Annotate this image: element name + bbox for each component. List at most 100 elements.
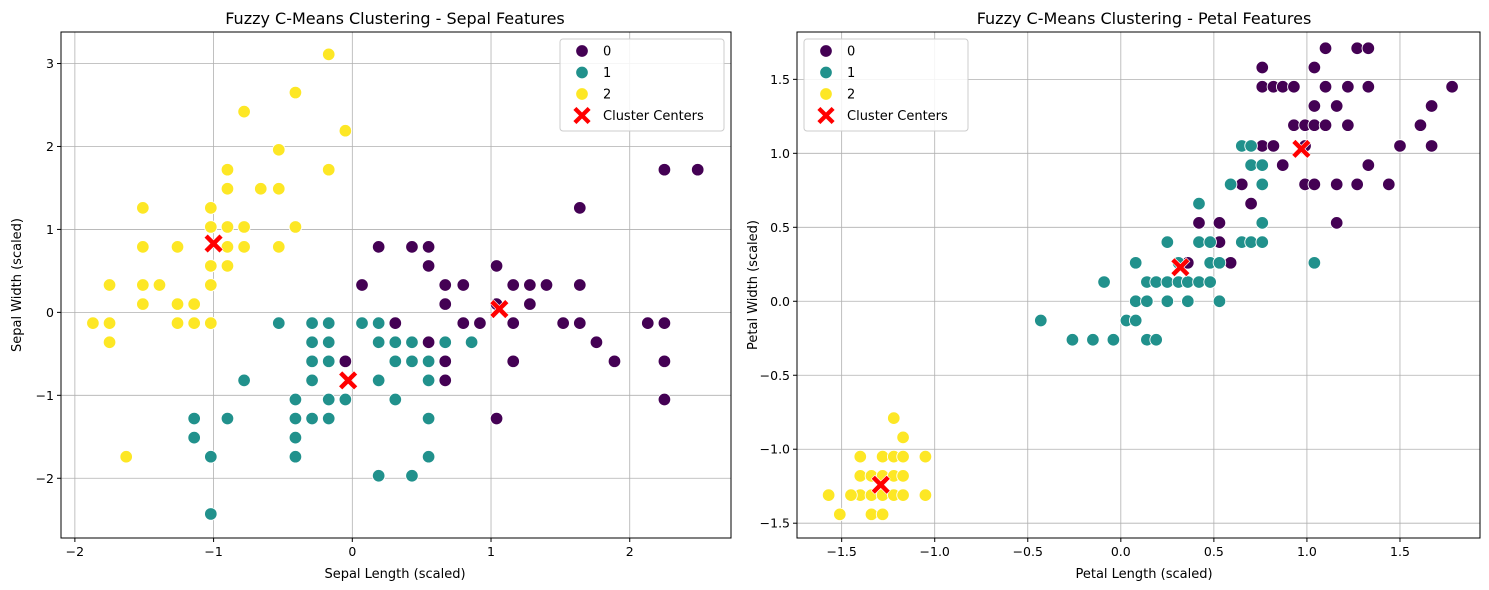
sepal-legend: 0 1 2 Cluster Centers [559,38,725,132]
scatter-point-cluster-2 [204,220,218,234]
scatter-point-cluster-0 [573,316,587,330]
scatter-point-cluster-0 [421,259,436,273]
scatter-point-cluster-2 [896,430,910,445]
scatter-point-cluster-1 [305,373,319,388]
scatter-point-cluster-2 [321,47,336,62]
y-tick-label: 0 [46,305,54,320]
scatter-point-cluster-1 [187,430,201,445]
scatter-point-cluster-0 [421,335,436,349]
x-tick-label: −1.5 [826,544,856,559]
legend-box [559,38,725,132]
scatter-point-cluster-2 [272,240,286,254]
petal-cluster-centers [870,138,1312,495]
scatter-point-cluster-2 [288,85,303,100]
scatter-point-cluster-0 [456,278,471,292]
scatter-point-cluster-2 [237,220,251,234]
scatter-point-cluster-2 [152,278,167,292]
scatter-point-cluster-2 [170,316,185,330]
scatter-point-cluster-1 [1181,275,1195,289]
y-tick-label: −2 [36,471,54,486]
y-tick-label: −1 [36,388,54,403]
cluster-center-marker [203,233,224,254]
scatter-point-cluster-1 [421,411,436,426]
scatter-point-cluster-0 [1255,79,1270,94]
scatter-point-cluster-0 [338,354,353,369]
scatter-point-cluster-1 [305,354,319,369]
legend-label: Cluster Centers [847,109,948,124]
scatter-point-cluster-2 [875,449,890,464]
scatter-point-cluster-0 [523,297,537,311]
legend-label: 2 [603,88,611,103]
scatter-point-cluster-0 [523,278,537,292]
scatter-point-cluster-0 [489,411,504,426]
scatter-point-cluster-0 [1275,158,1290,172]
scatter-point-cluster-1 [204,507,218,521]
scatter-point-cluster-0 [1255,60,1270,75]
scatter-point-cluster-0 [489,259,504,273]
sepal-chart: Fuzzy C-Means Clustering - Sepal Feature… [10,9,732,582]
scatter-point-cluster-1 [371,469,386,483]
legend-label: Cluster Centers [603,109,704,124]
scatter-point-cluster-1 [220,411,235,426]
scatter-point-cluster-2 [102,316,117,330]
scatter-point-cluster-1 [321,316,336,330]
scatter-point-cluster-1 [1203,235,1217,249]
scatter-point-cluster-0 [506,278,520,292]
scatter-point-cluster-2 [321,162,336,177]
scatter-point-cluster-0 [1382,177,1396,192]
scatter-point-cluster-0 [657,392,672,407]
scatter-point-cluster-2 [136,297,150,311]
scatter-point-cluster-1 [321,354,336,369]
legend-box [803,38,969,132]
scatter-point-cluster-0 [1361,158,1376,172]
scatter-point-cluster-2 [918,449,933,464]
scatter-point-cluster-1 [1212,256,1227,270]
cluster-center-marker [1170,257,1191,278]
legend-marker-cluster-centers [572,106,592,125]
legend-label: 1 [603,66,611,81]
cluster-center-marker [870,474,891,495]
scatter-point-cluster-0 [1361,79,1376,94]
scatter-point-cluster-1 [1255,177,1270,192]
scatter-point-cluster-1 [388,392,403,407]
scatter-point-cluster-0 [1307,99,1322,113]
scatter-point-cluster-1 [1034,313,1048,328]
sepal-y-axis-label: Sepal Width (scaled) [10,218,25,352]
scatter-point-cluster-1 [438,335,452,349]
scatter-point-cluster-2 [237,240,251,254]
scatter-point-cluster-1 [405,469,419,483]
scatter-point-cluster-1 [1128,256,1143,270]
scatter-point-cluster-1 [388,354,403,369]
legend-marker-cluster-centers [816,106,836,125]
scatter-point-cluster-0 [1445,79,1459,94]
scatter-point-cluster-1 [405,335,419,349]
scatter-point-cluster-0 [421,240,436,254]
scatter-point-cluster-0 [573,201,587,215]
scatter-point-cluster-1 [1244,139,1258,153]
scatter-point-cluster-0 [355,278,369,292]
petal-ticks: −1.5 −1.0 −0.5 0.0 0.5 1.0 1.5 −1.5 −1.0 −0.5 0.0 0… [760,72,1410,559]
scatter-point-cluster-1 [371,335,386,349]
x-tick-label: 1 [487,544,495,559]
scatter-point-cluster-2 [86,316,100,330]
scatter-point-cluster-2 [853,469,868,483]
scatter-point-cluster-2 [204,316,218,330]
scatter-point-cluster-1 [1244,235,1258,249]
scatter-point-cluster-1 [1255,158,1270,172]
legend-label: 2 [847,88,855,103]
scatter-point-cluster-0 [1235,177,1249,192]
legend-marker-cluster-2 [575,87,589,101]
scatter-point-cluster-0 [405,240,419,254]
scatter-point-cluster-0 [1192,216,1206,230]
petal-legend: 0 1 2 Cluster Centers [803,38,969,132]
scatter-point-cluster-0 [388,316,403,330]
scatter-point-cluster-1 [305,316,319,330]
scatter-point-cluster-0 [1244,196,1258,211]
scatter-point-cluster-0 [1307,60,1322,75]
scatter-point-cluster-1 [1307,256,1322,270]
petal-points [821,41,1459,522]
scatter-point-cluster-1 [288,411,303,426]
scatter-point-cluster-2 [220,220,235,234]
scatter-point-cluster-1 [371,373,386,388]
scatter-point-cluster-2 [187,297,201,311]
